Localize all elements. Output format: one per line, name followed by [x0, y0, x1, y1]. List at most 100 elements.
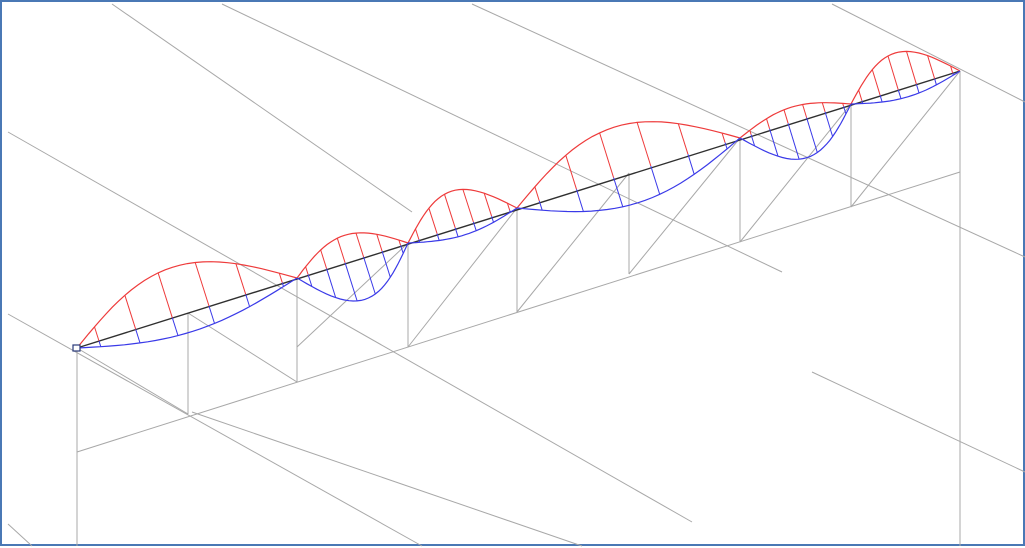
negative-hatch — [687, 154, 695, 175]
truss-diagonal — [739, 103, 852, 243]
negative-moment-curve — [739, 103, 852, 160]
negative-hatch — [538, 200, 543, 211]
positive-hatch — [802, 104, 808, 118]
negative-hatch — [98, 340, 102, 347]
frame-grid — [7, 3, 1025, 547]
positive-hatch — [235, 263, 247, 295]
negative-hatch — [472, 221, 477, 231]
positive-moment-curve — [739, 102, 852, 139]
negative-hatch — [491, 216, 494, 223]
negative-hatch — [363, 256, 376, 295]
negative-hatch — [915, 84, 920, 94]
negative-hatch — [576, 189, 584, 212]
positive-hatch — [599, 132, 615, 178]
positive-hatch — [428, 208, 438, 234]
negative-moment-curve — [850, 70, 961, 105]
positive-hatch — [858, 89, 863, 101]
negative-hatch — [171, 317, 179, 336]
grid-line — [111, 3, 413, 213]
negative-hatch — [750, 134, 756, 147]
negative-hatch — [897, 89, 902, 99]
positive-hatch — [783, 109, 789, 124]
truss-diagonal — [407, 207, 518, 348]
negative-hatch — [381, 251, 391, 278]
positive-moment-curve — [407, 188, 518, 244]
positive-hatch — [636, 122, 652, 167]
positive-hatch — [906, 51, 917, 85]
negative-hatch — [724, 142, 728, 150]
negative-hatch — [613, 177, 624, 207]
negative-hatch — [454, 227, 459, 237]
grid-line — [7, 523, 33, 547]
positive-hatch — [483, 193, 493, 217]
negative-hatch — [806, 117, 818, 153]
positive-hatch — [94, 326, 100, 342]
negative-hatch — [769, 128, 779, 157]
positive-hatch — [565, 155, 577, 190]
positive-hatch — [927, 55, 936, 79]
negative-hatch — [509, 210, 511, 213]
negative-moment-curve — [516, 137, 741, 213]
lower-chord — [76, 171, 961, 453]
negative-hatch — [281, 282, 284, 287]
negative-hatch — [879, 95, 883, 103]
grid-line — [471, 3, 1025, 258]
positive-hatch — [842, 103, 845, 107]
pinned-support[interactable] — [72, 344, 81, 352]
positive-moment-curve — [76, 261, 298, 349]
positive-moment-curve — [296, 232, 409, 279]
positive-hatch — [821, 102, 826, 113]
negative-hatch — [650, 165, 661, 195]
positive-hatch — [305, 266, 309, 275]
negative-moment-curve — [76, 277, 298, 349]
positive-hatch — [355, 232, 365, 258]
beam-layer — [76, 70, 961, 349]
positive-hatch — [398, 239, 402, 246]
top-beam — [76, 70, 961, 349]
negative-hatch — [135, 329, 141, 344]
grid-line — [7, 313, 423, 547]
negative-hatch — [418, 239, 421, 243]
positive-hatch — [194, 262, 210, 307]
negative-hatch — [436, 233, 440, 241]
negative-hatch — [861, 100, 864, 104]
truss-diagonal — [628, 137, 741, 275]
negative-hatch — [934, 78, 937, 85]
positive-hatch — [376, 234, 383, 252]
positive-moment-curve — [850, 50, 961, 105]
truss-diagonal — [296, 242, 409, 348]
positive-hatch — [887, 55, 899, 90]
positive-hatch — [157, 272, 173, 318]
negative-hatch — [824, 111, 834, 137]
negative-hatch — [843, 106, 847, 115]
truss-diagonal — [850, 70, 961, 208]
positive-hatch — [124, 295, 137, 330]
negative-hatch — [326, 268, 337, 298]
negative-hatch — [787, 123, 800, 160]
truss-diagonal — [516, 172, 630, 313]
grid-line — [191, 411, 583, 547]
positive-hatch — [415, 228, 420, 240]
positive-hatch — [766, 118, 771, 130]
positive-hatch — [749, 130, 752, 135]
positive-hatch — [506, 203, 511, 211]
positive-hatch — [721, 132, 726, 143]
negative-hatch — [208, 305, 215, 324]
negative-moment-curve — [407, 207, 518, 244]
positive-hatch — [950, 65, 954, 74]
positive-hatch — [677, 123, 689, 155]
grid-line — [831, 3, 1025, 103]
positive-hatch — [462, 189, 474, 223]
positive-hatch — [871, 69, 881, 96]
positive-hatch — [278, 273, 283, 283]
grid-line — [811, 371, 1025, 473]
negative-hatch — [952, 73, 954, 76]
positive-hatch — [336, 238, 346, 263]
positive-moment-curve — [516, 121, 741, 209]
negative-hatch — [245, 294, 251, 307]
grid-line — [221, 3, 783, 273]
positive-hatch — [320, 249, 328, 269]
negative-hatch — [344, 262, 358, 302]
